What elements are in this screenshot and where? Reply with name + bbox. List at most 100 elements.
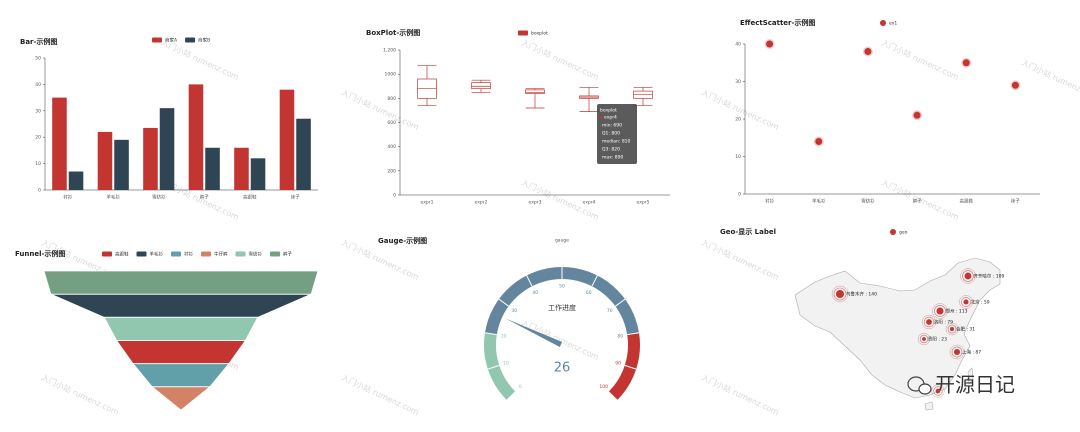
watermark: 入门小站 rumenz.com [160, 37, 241, 82]
legend-label: 羊毛衫 [150, 251, 164, 258]
chart-title: BoxPlot-示例图 [366, 28, 420, 37]
tooltip-line: Q1: 800 [602, 131, 620, 137]
y-tick-label: 1,200 [383, 48, 396, 54]
gauge-tick-label: 100 [599, 384, 608, 390]
ripple [959, 295, 973, 309]
x-tick-label: 雪纺衫 [861, 198, 875, 205]
geo-point [935, 388, 941, 394]
point [913, 111, 921, 119]
x-tick-label: expr5 [637, 200, 650, 206]
ripple [923, 316, 935, 328]
x-tick-label: 高跟鞋 [960, 198, 974, 205]
gauge-tick-label: 30 [511, 308, 517, 314]
watermark: 入门小站 rumenz.com [700, 87, 781, 132]
gauge-split [487, 364, 500, 370]
ripple [921, 314, 937, 330]
legend-label: 衬衫 [184, 251, 193, 258]
funnel-segment [43, 270, 319, 295]
tooltip-line: min: 690 [602, 123, 622, 129]
geo-point [963, 299, 969, 305]
bar [114, 139, 129, 190]
bar [97, 131, 113, 190]
watermark: 入门小站 rumenz.com [1020, 57, 1080, 102]
bar [52, 97, 67, 190]
ripple [931, 384, 945, 398]
whisker-low [525, 93, 545, 109]
legend-symbol [518, 30, 528, 36]
y-tick-label: 30 [735, 79, 741, 85]
series-name: gauge [555, 239, 569, 244]
legend-label: 商家B [198, 37, 210, 44]
x-tick-label: 衬衫 [765, 198, 774, 205]
y-tick-label: 0 [393, 193, 396, 199]
legend-symbol [890, 229, 896, 235]
gauge-split [591, 275, 598, 287]
gauge-tick-label: 60 [586, 290, 592, 296]
funnel-segment [151, 386, 211, 411]
box [525, 89, 545, 94]
gauge-tick-label: 20 [501, 333, 507, 339]
bar [159, 108, 175, 190]
legend-label: 雪纺衫 [249, 251, 263, 258]
point [766, 40, 774, 48]
gauge-tick-label: 50 [559, 284, 565, 290]
y-tick-label: 40 [735, 42, 741, 48]
watermark: 入门小站 rumenz.com [520, 37, 601, 82]
china-map [794, 257, 1001, 411]
gauge-tick-label: 40 [532, 290, 538, 296]
gauge-split [498, 298, 509, 307]
geo-label: 合肥 : 31 [956, 326, 975, 333]
x-tick-label: expr4 [583, 200, 596, 206]
legend-label: ex1 [889, 21, 897, 27]
geo-point [953, 348, 961, 356]
whisker-low [417, 98, 437, 106]
point [864, 48, 872, 55]
legend-label: 商家A [165, 37, 178, 44]
point [1011, 81, 1019, 89]
legend-symbol [102, 251, 112, 257]
geo-point [936, 307, 944, 315]
y-tick-label: 600 [387, 120, 396, 126]
y-tick-label: 1000 [385, 72, 397, 78]
x-tick-label: 袜子 [1011, 198, 1020, 205]
watermark: 入门小站 rumenz.com [880, 37, 961, 82]
geo-label: 洛阳 : 79 [934, 319, 953, 326]
whisker-high [417, 65, 437, 79]
logo: 开源日记 [935, 373, 1015, 397]
whisker-low [633, 98, 653, 106]
ripple [951, 346, 963, 358]
funnel-segment [50, 293, 312, 318]
whisker-high [633, 87, 653, 92]
legend-symbol [152, 37, 162, 43]
x-tick-label: expr1 [421, 200, 434, 206]
geo-label: 上海 : 87 [962, 349, 981, 356]
point [815, 138, 823, 145]
legend-symbol [136, 251, 147, 257]
ripple [961, 297, 971, 307]
tooltip-line: Q3: 820 [602, 147, 620, 153]
ripple [833, 287, 847, 301]
gauge-split [506, 391, 516, 401]
legend-label: boxplot [531, 31, 548, 37]
geo-label: 乌鲁木齐 : 140 [846, 291, 877, 298]
ripple [934, 305, 946, 317]
y-tick-label: 200 [387, 168, 396, 174]
x-tick-label: 衬衫 [63, 194, 72, 201]
bar [205, 147, 220, 190]
legend-symbol [235, 251, 246, 257]
ripple [831, 285, 849, 303]
tooltip-dot [599, 115, 603, 119]
bar [250, 158, 266, 190]
funnel-segment [132, 363, 230, 388]
gauge-split [624, 364, 637, 370]
y-tick-label: 400 [387, 144, 396, 150]
ripple [962, 270, 974, 282]
chart-title: Geo-显示 Label [720, 227, 776, 236]
box [471, 82, 491, 90]
x-tick-label: 裤子 [913, 198, 922, 205]
chart-title: EffectScatter-示例图 [740, 18, 815, 27]
y-tick-label: 10 [35, 161, 41, 167]
watermark: 入门小站 rumenz.com [700, 372, 781, 417]
whisker-high [471, 79, 491, 83]
ripple [932, 303, 948, 319]
